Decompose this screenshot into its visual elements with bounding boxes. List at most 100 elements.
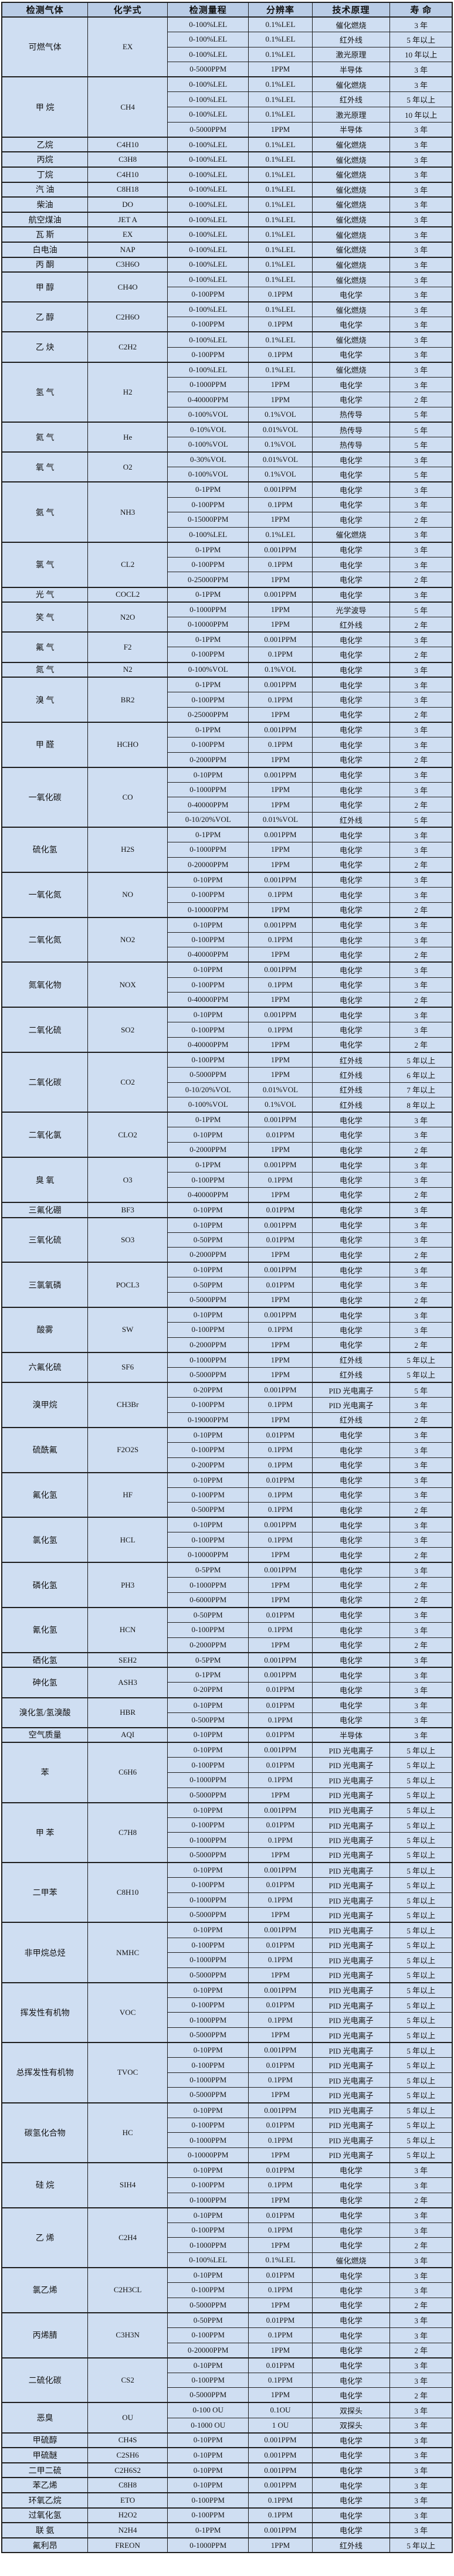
table-row: 三氧化硫 SO3 0-10PPM 0.001PPM 电化学 3 年 [1, 1216, 453, 1263]
gas-name-cell: 硫酰氟 [1, 1426, 89, 1473]
resolution-cell: 0.1PPM [248, 2327, 313, 2343]
resolution-cell: 0.1%VOL [248, 1097, 313, 1113]
table-row: 环氧乙烷 ETO 0-100PPM 0.1PPM 电化学 3 年 [1, 2492, 453, 2509]
range-cell: 0-100PPM [167, 886, 249, 903]
principle-cell: PID 光电离子 [311, 2042, 391, 2058]
lifespan-cell: 2 年 [389, 1502, 453, 1518]
principle-cell: 催化燃烧 [311, 241, 391, 257]
resolution-cell: 0.1%VOL [248, 437, 313, 453]
resolution-cell: 1PPM [248, 1067, 313, 1083]
formula-cell: HCL [87, 1517, 168, 1563]
principle-cell: PID 光电离子 [311, 2102, 391, 2118]
resolution-cell: 1PPM [248, 2147, 313, 2163]
formula-cell: DO [87, 196, 168, 213]
resolution-cell: 0.01%VOL [248, 422, 313, 438]
lifespan-cell: 2 年 [389, 1592, 453, 1608]
gas-name-cell: 砷化氢 [1, 1667, 89, 1698]
resolution-cell: 0.01PPM [248, 1727, 313, 1743]
resolution-cell: 0.1%LEL [248, 91, 313, 108]
lifespan-cell: 3 年 [389, 1532, 453, 1548]
principle-cell: 电化学 [311, 1127, 391, 1143]
range-cell: 0-100PPM [167, 2177, 249, 2193]
principle-cell: 电化学 [311, 631, 391, 648]
principle-cell: 电化学 [311, 781, 391, 798]
range-cell: 0-100 OU [167, 2402, 249, 2418]
table-row: 0-10000PPM 1PPM 电化学 2 年 [2, 902, 453, 918]
table-row: 乙 醇 C2H6O 0-100%LEL 0.1%LEL 催化燃烧 3 年 [1, 301, 453, 332]
principle-cell: 电化学 [311, 857, 391, 873]
principle-cell: PID 光电离子 [311, 1832, 391, 1848]
range-cell: 0-10PPM [167, 766, 249, 783]
lifespan-cell: 5 年 [389, 601, 453, 618]
range-cell: 0-100PPM [167, 2372, 249, 2388]
range-cell: 0-10000PPM [167, 1547, 249, 1563]
principle-cell: 电化学 [311, 692, 391, 708]
principle-cell: 电化学 [311, 1457, 391, 1473]
table-row: 0-100PPM 0.1PPM 电化学 3 年 [2, 977, 453, 993]
table-row: 乙烷 C4H10 0-100%LEL 0.1%LEL 催化燃烧 3 年 [1, 136, 453, 152]
range-cell: 0-2000PPM [167, 1247, 249, 1263]
formula-cell: C6H6 [87, 1742, 168, 1803]
table-row: 二甲苯 C8H10 0-10PPM 0.001PPM PID 光电离子 5 年以上 [1, 1862, 453, 1923]
principle-cell: 电化学 [311, 2507, 391, 2523]
lifespan-cell: 10 年以上 [389, 46, 453, 63]
table-row: 0-15000PPM 1PPM 电化学 2 年 [2, 512, 453, 528]
resolution-cell: 0.1PPM [248, 497, 313, 513]
principle-cell: 红外线 [311, 1051, 391, 1068]
principle-cell: 电化学 [311, 827, 391, 843]
formula-cell: BR2 [87, 677, 168, 723]
resolution-cell: 0.1OU [248, 2402, 313, 2418]
range-cell: 0-500PPM [167, 1712, 249, 1728]
resolution-cell: 0.1PPM [248, 2222, 313, 2238]
lifespan-cell: 5 年 [389, 1382, 453, 1398]
formula-cell: COCL2 [87, 586, 168, 603]
range-cell: 0-100PPM [167, 2492, 249, 2509]
formula-cell: HBR [87, 1697, 168, 1728]
range-cell: 0-1000PPM [167, 1892, 249, 1908]
principle-cell: 电化学 [311, 556, 391, 573]
resolution-cell: 0.1PPM [248, 977, 313, 993]
range-cell: 0-30%VOL [167, 451, 249, 468]
lifespan-cell: 3 年 [389, 181, 453, 198]
formula-cell: CLO2 [87, 1112, 168, 1158]
lifespan-cell: 3 年 [389, 1172, 453, 1188]
resolution-cell: 0.1%LEL [248, 76, 313, 93]
gas-name-cell: 二氧化硫 [1, 1007, 89, 1053]
range-cell: 0-100%LEL [167, 32, 249, 47]
table-row: 航空煤油 JET A 0-100%LEL 0.1%LEL 催化燃烧 3 年 [1, 211, 453, 227]
principle-cell: 电化学 [311, 886, 391, 903]
resolution-cell: 0.1%LEL [248, 241, 313, 257]
principle-cell: 电化学 [311, 1022, 391, 1038]
lifespan-cell: 5 年以上 [389, 1802, 453, 1818]
resolution-cell: 0.1PPM [248, 1022, 313, 1038]
principle-cell: 电化学 [311, 1337, 391, 1353]
lifespan-cell: 3 年 [389, 241, 453, 257]
table-row: 氯乙烯 C2H3CL 0-10PPM 0.01PPM 电化学 3 年 [1, 2267, 453, 2313]
resolution-cell: 1PPM [248, 842, 313, 858]
range-cell: 0-5000PPM [167, 2027, 249, 2043]
gas-name-cell: 苯 [1, 1742, 89, 1803]
formula-cell: NH3 [87, 481, 168, 543]
range-cell: 0-100PPM [167, 1757, 249, 1773]
principle-cell: 电化学 [311, 1307, 391, 1323]
lifespan-cell: 5 年以上 [389, 1877, 453, 1893]
principle-cell: 催化燃烧 [311, 301, 391, 318]
resolution-cell: 0.001PPM [248, 871, 313, 888]
table-row: 碳氢化合物 HC 0-10PPM 0.001PPM PID 光电离子 5 年以上 [1, 2102, 453, 2163]
resolution-cell: 0.1PPM [248, 1322, 313, 1338]
lifespan-cell: 3 年 [389, 1562, 453, 1578]
range-cell: 0-1000PPM [167, 601, 249, 618]
resolution-cell: 0.01PPM [248, 1817, 313, 1833]
formula-cell: BF3 [87, 1201, 168, 1218]
range-cell: 0-10PPM [167, 1201, 249, 1218]
formula-cell: C3H6O [87, 256, 168, 273]
range-cell: 0-40000PPM [167, 1187, 249, 1203]
lifespan-cell: 5 年 [389, 406, 453, 423]
table-row: 非甲烷总烃 NMHC 0-10PPM 0.001PPM PID 光电离子 5 年以上 [1, 1922, 453, 1983]
principle-cell: 电化学 [311, 467, 391, 482]
table-row: 0-19000PPM 1PPM 红外线 2 年 [2, 1412, 453, 1428]
range-cell: 0-100PPM [167, 1817, 249, 1833]
table-row: 0-2000PPM 1PPM 电化学 2 年 [2, 752, 453, 768]
table-row: 0-10PPM 0.01PPM 电化学 3 年 [2, 1127, 453, 1143]
gas-name-cell: 苯乙烯 [1, 2477, 89, 2493]
